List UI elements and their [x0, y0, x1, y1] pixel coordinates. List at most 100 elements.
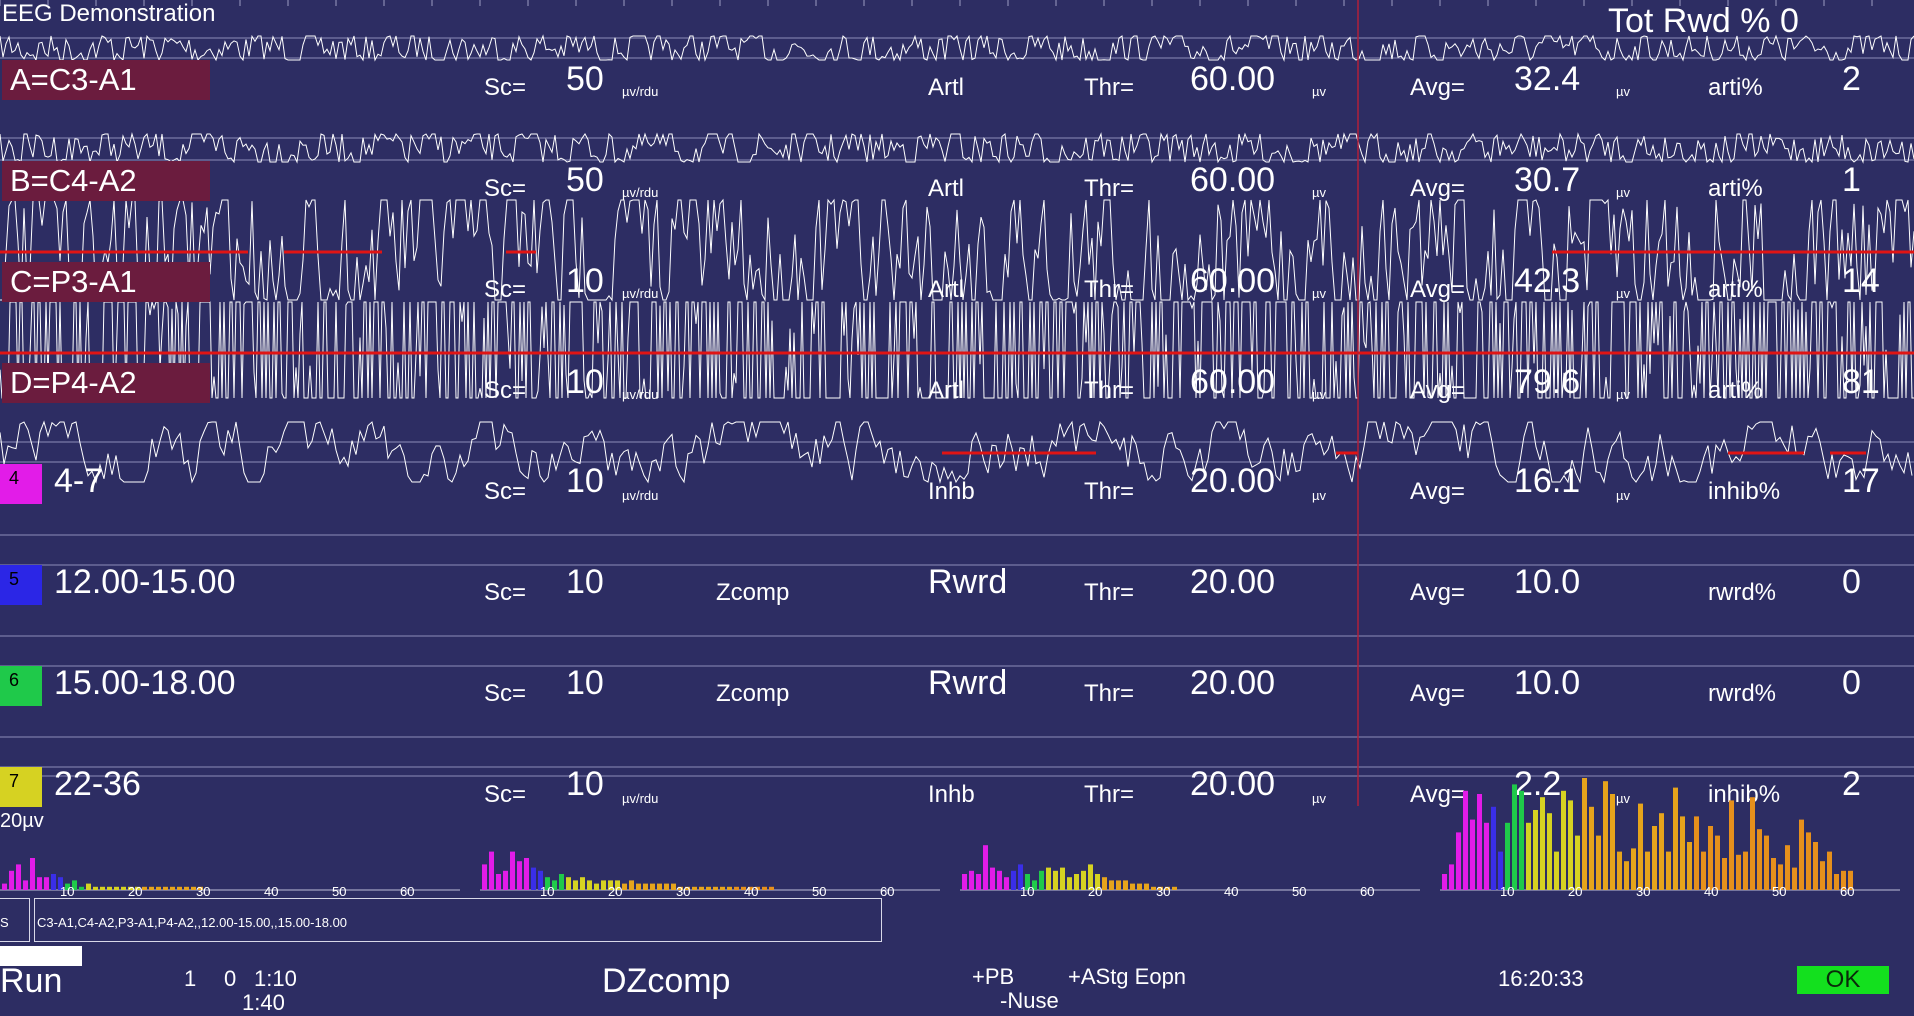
spectrum-bar [1158, 886, 1163, 890]
spectrum-bar [580, 877, 585, 890]
band-range-label: 22-36 [54, 765, 141, 803]
scale-key: Sc= [484, 781, 527, 808]
average-key: Avg= [1410, 781, 1465, 808]
scale-unit: µv/rdu [622, 286, 659, 301]
montage-path-box: C3-A1,C4-A2,P3-A1,P4-A2,,12.00-15.00,,15… [34, 898, 882, 942]
scale-value: 50 [566, 60, 604, 98]
percent-value: 17 [1842, 462, 1880, 500]
spectrum-bar [622, 883, 627, 890]
spectrum-bar [962, 874, 967, 890]
spectrum-bar [1631, 848, 1636, 890]
counter-2: 0 [224, 966, 237, 991]
threshold-unit: µv [1312, 185, 1326, 200]
spectrum-bar [650, 883, 655, 890]
percent-label: rwrd% [1708, 680, 1777, 707]
spectrum-bar [503, 870, 508, 890]
spectrum-bar [566, 877, 571, 890]
spectrum-bar [184, 886, 189, 890]
spectrum-bar [552, 880, 557, 890]
pb-flag[interactable]: +PB [972, 964, 1015, 989]
threshold-value: 60.00 [1190, 262, 1276, 300]
channel-label[interactable]: D=P4-A2 [2, 363, 210, 403]
scale-unit: µv/rdu [622, 791, 659, 806]
spectrum-tick-label: 40 [1224, 884, 1238, 899]
spectrum-tick-label: 50 [332, 884, 346, 899]
percent-label: arti% [1708, 74, 1763, 101]
spectrum-bar [1736, 854, 1741, 890]
mode-label: Rwrd [928, 563, 1008, 601]
spectrum-bar [990, 867, 995, 890]
spectrum-bar [1771, 858, 1776, 890]
average-unit: µv [1616, 84, 1630, 99]
spectrum-bar [1151, 886, 1156, 890]
total-reward-percent: Tot Rwd % 0 [1608, 2, 1799, 40]
spectrum-bar [559, 874, 564, 890]
astg-flag[interactable]: +AStg Eopn [1068, 964, 1187, 989]
threshold-unit: µv [1312, 488, 1326, 503]
threshold-value: 20.00 [1190, 664, 1276, 702]
spectrum-bar [23, 880, 28, 890]
spectrum-tick-label: 10 [540, 884, 554, 899]
spectrum-tick-label: 30 [676, 884, 690, 899]
spectrum-bar [629, 880, 634, 890]
band-color-box[interactable]: 4 [0, 464, 42, 504]
ok-indicator[interactable]: OK [1797, 966, 1889, 994]
spectrum-bar [699, 886, 704, 890]
spectrum-bar [1757, 829, 1762, 890]
spectrum-bar [1463, 790, 1468, 890]
spectrum-bar [1694, 816, 1699, 890]
trace-c3-a1 [0, 34, 1914, 62]
channel-label[interactable]: B=C4-A2 [2, 161, 210, 201]
channel-label[interactable]: C=P3-A1 [2, 262, 210, 302]
spectrum-bar [1729, 800, 1734, 890]
spectrum-bar [121, 886, 126, 890]
spectrum-tick-label: 40 [1704, 884, 1718, 899]
spectrum-bar [587, 880, 592, 890]
threshold-key: Thr= [1084, 74, 1135, 101]
run-status[interactable]: Run [0, 962, 63, 1000]
spectrum-tick-label: 60 [880, 884, 894, 899]
spectrum-bar [1743, 851, 1748, 890]
spectrum-bar [1498, 851, 1503, 890]
average-key: Avg= [1410, 377, 1465, 404]
spectrum-bar [1533, 810, 1538, 890]
spectrum-bar [1799, 819, 1804, 890]
average-value: 79.6 [1514, 363, 1581, 401]
threshold-key: Thr= [1084, 276, 1135, 303]
spectrum-bar [1617, 851, 1622, 890]
spectrum-bar [741, 886, 746, 890]
nuse-flag[interactable]: -Nuse [1000, 988, 1059, 1013]
spectrum-panel: 10 20 30 40 50 60 [960, 845, 1420, 899]
total-time: 1:40 [242, 990, 285, 1015]
spectrum-bar [72, 880, 77, 890]
spectrum-bar [1610, 794, 1615, 890]
spectrum-bar [1722, 858, 1727, 890]
spectrum-bar [545, 877, 550, 890]
band-color-box[interactable]: 5 [0, 565, 42, 605]
spectrum-tick-label: 30 [1156, 884, 1170, 899]
spectrum-bar [727, 886, 732, 890]
threshold-value: 20.00 [1190, 462, 1276, 500]
scale-unit: µv/rdu [622, 84, 659, 99]
spectrum-bar [1645, 851, 1650, 890]
scale-value: 50 [566, 161, 604, 199]
spectrum-tick-label: 20 [608, 884, 622, 899]
average-key: Avg= [1410, 276, 1465, 303]
band-range-label: 12.00-15.00 [54, 563, 236, 601]
scale-key: Sc= [484, 175, 527, 202]
average-value: 16.1 [1514, 462, 1581, 500]
spectrum-bar [1512, 784, 1517, 890]
spectrum-bar [692, 886, 697, 890]
spectrum-bar [135, 886, 140, 890]
threshold-unit: µv [1312, 84, 1326, 99]
band-range-label: 15.00-18.00 [54, 664, 236, 702]
spectrum-bar [170, 886, 175, 890]
channel-label[interactable]: A=C3-A1 [2, 60, 210, 100]
spectrum-bar [86, 883, 91, 890]
spectrum-bar [969, 870, 974, 890]
spectrum-tick-label: 60 [1360, 884, 1374, 899]
spectrum-bar [149, 886, 154, 890]
band-color-box[interactable]: 7 [0, 767, 42, 807]
band-color-box[interactable]: 6 [0, 666, 42, 706]
